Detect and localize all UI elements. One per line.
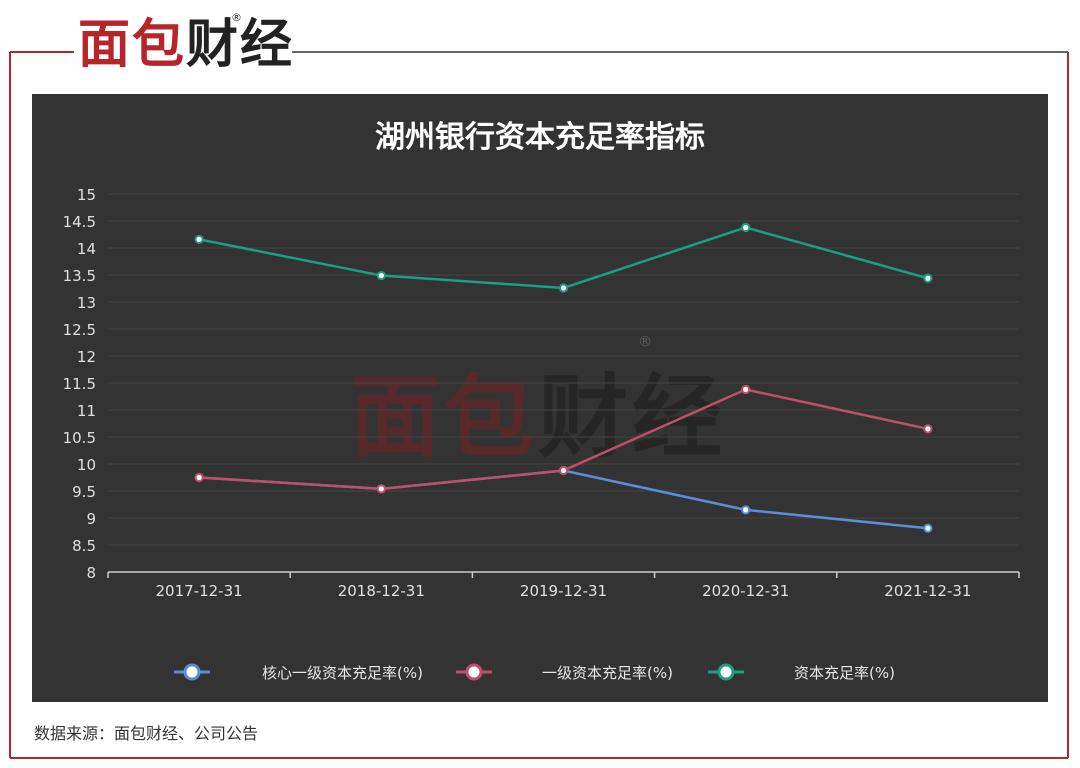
legend-swatch-marker [717, 663, 735, 681]
data-point [376, 270, 386, 281]
data-point [194, 472, 204, 483]
x-tick-label: 2018-12-31 [338, 582, 425, 600]
y-tick-label: 14 [77, 240, 96, 258]
chart-panel: 面包财经 ® 湖州银行资本充足率指标 8 8.5 9 9.5 10 10.5 11 11.5 1… [32, 94, 1048, 702]
registered-mark: ® [231, 11, 242, 24]
y-tick-label: 15 [77, 186, 96, 204]
y-tick-label: 11 [77, 402, 96, 420]
data-point [741, 222, 751, 233]
y-tick-label: 9.5 [72, 483, 96, 501]
y-tick-label: 12 [77, 348, 96, 366]
brand-logo: 面包财经 [78, 15, 295, 75]
data-point [923, 273, 933, 283]
data-point [741, 384, 751, 395]
legend-swatch-marker [465, 663, 483, 681]
data-point [923, 424, 933, 434]
series-line [199, 469, 929, 530]
data-point [558, 283, 569, 293]
legend-swatch-marker [183, 663, 201, 681]
x-tick-label: 2021-12-31 [884, 582, 971, 600]
source-note: 数据来源：面包财经、公司公告 [34, 724, 259, 743]
x-tick-label: 2017-12-31 [156, 582, 243, 600]
data-point [194, 234, 204, 244]
y-tick-label: 12.5 [63, 321, 96, 339]
watermark-registered-mark: ® [638, 334, 652, 350]
x-tick-label: 2020-12-31 [702, 582, 789, 600]
y-tick-label: 9 [86, 510, 96, 528]
y-tick-label: 8.5 [72, 537, 96, 555]
y-tick-label: 11.5 [63, 375, 96, 393]
y-tick-label: 10 [77, 456, 96, 474]
y-tick-label: 13.5 [63, 267, 96, 285]
legend-label: 资本充足率(%) [794, 664, 895, 682]
legend-label: 核心一级资本充足率(%) [262, 664, 423, 682]
data-point [741, 505, 751, 515]
y-tick-label: 10.5 [63, 429, 96, 447]
y-tick-label: 8 [86, 564, 96, 582]
line-chart: 8 8.5 9 9.5 10 10.5 11 11.5 12 12.5 13 13.5 14 14.5 15… [63, 186, 1020, 682]
chart-title: 湖州银行资本充足率指标 [375, 120, 705, 155]
y-tick-label: 13 [77, 294, 96, 312]
y-tick-label: 14.5 [63, 213, 96, 231]
x-tick-label: 2019-12-31 [520, 582, 607, 600]
data-point [923, 523, 933, 533]
data-point [558, 465, 569, 476]
data-point [376, 484, 386, 494]
series-line [198, 226, 929, 290]
legend-label: 一级资本充足率(%) [542, 664, 673, 682]
